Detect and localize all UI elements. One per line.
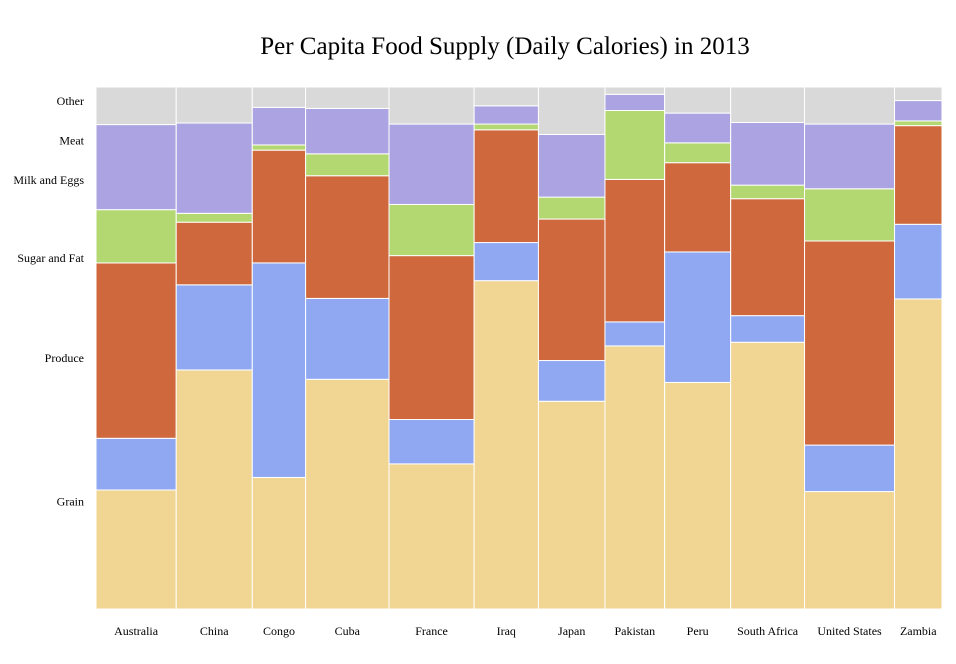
x-label-china: China — [200, 624, 229, 638]
segment-australia-sugar-and-fat — [95, 262, 177, 439]
segment-peru-milk-and-eggs — [664, 142, 732, 164]
segment-peru-grain — [664, 381, 732, 610]
segment-cuba-other — [305, 86, 390, 109]
segment-congo-sugar-and-fat — [251, 149, 307, 264]
segment-united-states-sugar-and-fat — [804, 240, 896, 446]
x-label-australia: Australia — [114, 624, 159, 638]
segment-france-milk-and-eggs — [388, 203, 475, 257]
x-label-france: France — [415, 624, 448, 638]
segment-japan-grain — [537, 400, 606, 610]
segment-australia-produce — [95, 437, 177, 491]
x-label-pakistan: Pakistan — [614, 624, 655, 638]
segment-united-states-milk-and-eggs — [804, 188, 896, 242]
segment-australia-grain — [95, 489, 177, 610]
segment-zambia-sugar-and-fat — [894, 125, 943, 225]
segment-zambia-other — [894, 86, 943, 102]
y-label-produce: Produce — [45, 351, 84, 365]
segment-south-africa-produce — [730, 315, 806, 343]
x-label-japan: Japan — [558, 624, 585, 638]
segment-australia-milk-and-eggs — [95, 209, 177, 264]
segment-cuba-produce — [305, 297, 390, 380]
x-label-united-states: United States — [817, 624, 882, 638]
segment-south-africa-meat — [730, 122, 806, 186]
country-labels: Australia China Congo Cuba France Iraq Japan Pa… — [114, 624, 937, 638]
segment-iraq-produce — [473, 242, 539, 282]
x-label-zambia: Zambia — [900, 624, 937, 638]
segment-peru-meat — [664, 112, 732, 144]
segment-congo-other — [251, 86, 307, 108]
segment-japan-sugar-and-fat — [537, 218, 606, 362]
x-label-peru: Peru — [687, 624, 709, 638]
segment-iraq-other — [473, 86, 539, 107]
segment-congo-meat — [251, 106, 307, 146]
segment-japan-meat — [537, 134, 606, 198]
segment-zambia-produce — [894, 223, 943, 300]
segment-japan-produce — [537, 360, 606, 402]
segment-south-africa-other — [730, 86, 806, 123]
segment-iraq-sugar-and-fat — [473, 129, 539, 244]
segment-japan-other — [537, 86, 606, 135]
segment-pakistan-grain — [604, 345, 666, 610]
segment-cuba-sugar-and-fat — [305, 175, 390, 299]
segment-iraq-meat — [473, 105, 539, 125]
segment-japan-milk-and-eggs — [537, 196, 606, 220]
y-label-sugar-and-fat: Sugar and Fat — [17, 251, 84, 265]
segment-france-other — [388, 86, 475, 125]
segment-zambia-milk-and-eggs — [894, 120, 943, 127]
segment-congo-produce — [251, 262, 307, 478]
x-label-cuba: Cuba — [335, 624, 361, 638]
segment-china-milk-and-eggs — [175, 212, 253, 223]
segment-pakistan-other — [604, 86, 666, 95]
y-label-grain: Grain — [57, 494, 84, 508]
segment-cuba-grain — [305, 378, 390, 610]
segment-united-states-produce — [804, 444, 896, 493]
segment-south-africa-sugar-and-fat — [730, 198, 806, 317]
segment-south-africa-milk-and-eggs — [730, 184, 806, 200]
y-label-other: Other — [57, 94, 84, 108]
segment-peru-other — [664, 86, 732, 114]
segment-pakistan-sugar-and-fat — [604, 178, 666, 323]
segment-south-africa-grain — [730, 341, 806, 610]
segment-iraq-grain — [473, 280, 539, 610]
segment-pakistan-produce — [604, 321, 666, 347]
x-label-congo: Congo — [263, 624, 295, 638]
segment-australia-other — [95, 86, 177, 126]
segment-zambia-grain — [894, 298, 943, 610]
segment-united-states-grain — [804, 491, 896, 610]
x-label-iraq: Iraq — [497, 624, 516, 638]
segment-united-states-meat — [804, 123, 896, 190]
segment-france-grain — [388, 463, 475, 610]
plot-area — [95, 86, 943, 610]
segment-peru-sugar-and-fat — [664, 162, 732, 253]
segment-congo-grain — [251, 476, 307, 610]
segment-france-sugar-and-fat — [388, 255, 475, 421]
segment-congo-milk-and-eggs — [251, 144, 307, 151]
segment-china-meat — [175, 122, 253, 214]
chart-title: Per Capita Food Supply (Daily Calories) … — [260, 33, 750, 60]
x-label-south-africa: South Africa — [737, 624, 799, 638]
y-label-milk-and-eggs: Milk and Eggs — [13, 173, 84, 187]
segment-china-other — [175, 86, 253, 124]
segment-cuba-meat — [305, 107, 390, 155]
segment-peru-produce — [664, 251, 732, 383]
y-label-meat: Meat — [59, 134, 84, 148]
segment-zambia-meat — [894, 100, 943, 122]
category-labels: Other Meat Milk and Eggs Sugar and Fat Produ… — [13, 94, 84, 508]
segment-united-states-other — [804, 86, 896, 125]
segment-cuba-milk-and-eggs — [305, 153, 390, 177]
segment-china-produce — [175, 284, 253, 371]
segment-pakistan-meat — [604, 93, 666, 111]
segment-china-grain — [175, 369, 253, 610]
segment-pakistan-milk-and-eggs — [604, 109, 666, 180]
segment-france-meat — [388, 123, 475, 205]
segment-australia-meat — [95, 124, 177, 211]
segment-france-produce — [388, 419, 475, 465]
segment-iraq-milk-and-eggs — [473, 123, 539, 131]
segment-china-sugar-and-fat — [175, 221, 253, 286]
